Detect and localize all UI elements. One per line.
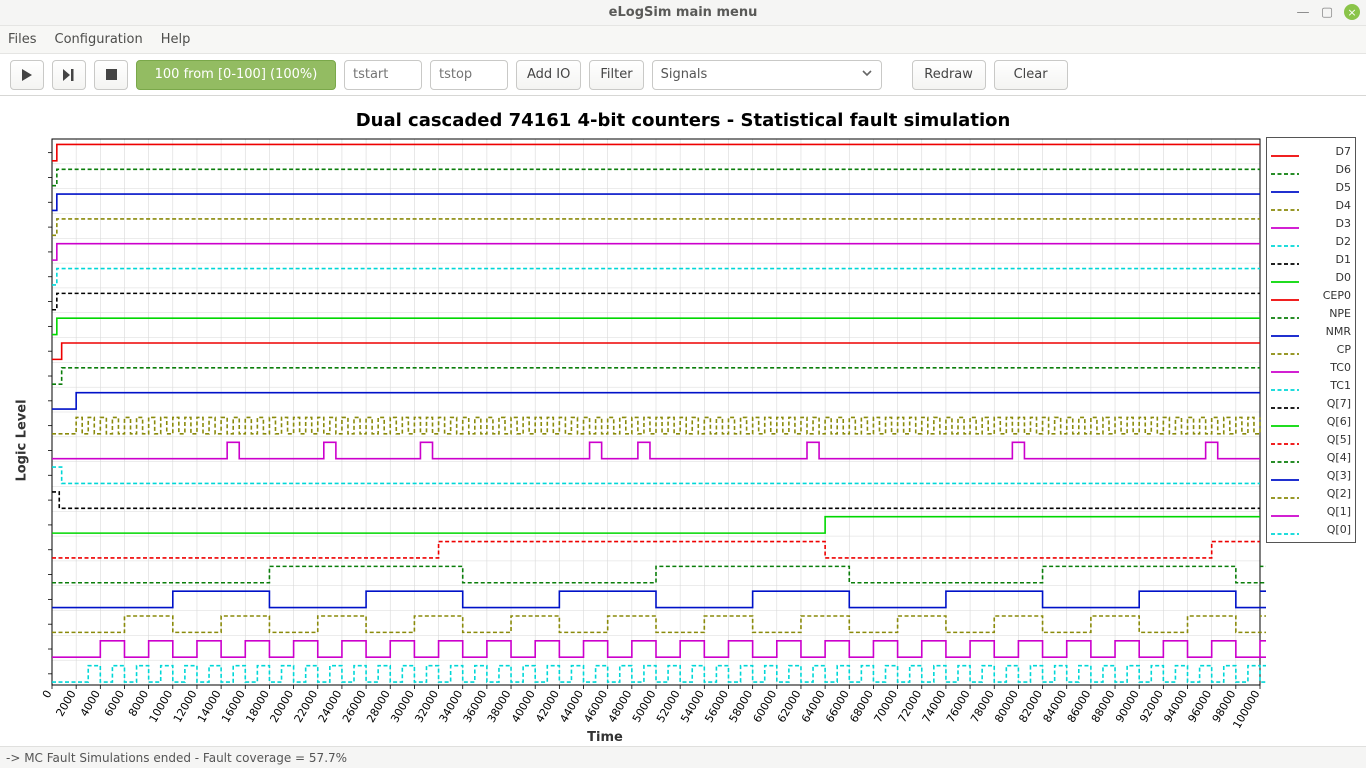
legend-label: Q[2] (1301, 487, 1351, 500)
legend-item: Q[4] (1271, 448, 1351, 466)
add-io-button[interactable]: Add IO (516, 60, 581, 90)
legend-item: Q[0] (1271, 520, 1351, 538)
menubar: Files Configuration Help (0, 26, 1366, 54)
toolbar: 100 from [0-100] (100%) Add IO Filter Si… (0, 54, 1366, 96)
legend-item: Q[7] (1271, 394, 1351, 412)
legend-item: D1 (1271, 250, 1351, 268)
legend-label: Q[0] (1301, 523, 1351, 536)
signals-selected: Signals (661, 67, 708, 82)
legend-item: Q[6] (1271, 412, 1351, 430)
statusbar: -> MC Fault Simulations ended - Fault co… (0, 746, 1366, 768)
legend-label: D4 (1301, 199, 1351, 212)
clear-label: Clear (1014, 67, 1048, 82)
menu-files[interactable]: Files (8, 32, 37, 47)
legend-item: Q[1] (1271, 502, 1351, 520)
redraw-button[interactable]: Redraw (912, 60, 986, 90)
x-axis-label: Time (34, 730, 1176, 745)
legend-item: Q[3] (1271, 466, 1351, 484)
legend-item: D7 (1271, 142, 1351, 160)
svg-text:6000: 6000 (102, 688, 127, 719)
legend-label: NMR (1301, 325, 1351, 338)
legend-item: CEP0 (1271, 286, 1351, 304)
legend-label: D6 (1301, 163, 1351, 176)
legend-item: D6 (1271, 160, 1351, 178)
legend-item: TC1 (1271, 376, 1351, 394)
content-area: Dual cascaded 74161 4-bit counters - Sta… (0, 96, 1366, 746)
add-io-label: Add IO (527, 67, 570, 82)
legend-item: NMR (1271, 322, 1351, 340)
legend-item: CP (1271, 340, 1351, 358)
titlebar: eLogSim main menu — ▢ × (0, 0, 1366, 26)
redraw-label: Redraw (924, 67, 973, 82)
progress-bar: 100 from [0-100] (100%) (136, 60, 336, 90)
legend: D7 D6 D5 D4 D3 D2 D1 D0 CEP0 NPE NMR CP TC0 TC1 Q[7] Q[… (1266, 137, 1356, 543)
legend-item: D4 (1271, 196, 1351, 214)
filter-label: Filter (600, 67, 632, 82)
legend-item: TC0 (1271, 358, 1351, 376)
legend-label: Q[4] (1301, 451, 1351, 464)
chevron-down-icon (861, 67, 873, 83)
y-axis-label: Logic Level (15, 399, 30, 481)
legend-label: Q[5] (1301, 433, 1351, 446)
legend-label: CP (1301, 343, 1351, 356)
legend-label: Q[6] (1301, 415, 1351, 428)
legend-label: Q[1] (1301, 505, 1351, 518)
svg-text:0: 0 (40, 688, 55, 701)
legend-item: D2 (1271, 232, 1351, 250)
legend-label: NPE (1301, 307, 1351, 320)
minimize-icon[interactable]: — (1296, 5, 1310, 19)
tstop-input[interactable] (439, 67, 499, 82)
legend-item: D0 (1271, 268, 1351, 286)
close-icon[interactable]: × (1344, 4, 1360, 20)
chart: Logic Level 0200040006000800010000120001… (10, 137, 1266, 743)
svg-text:2000: 2000 (53, 688, 78, 719)
legend-label: D0 (1301, 271, 1351, 284)
legend-label: TC0 (1301, 361, 1351, 374)
legend-label: D1 (1301, 253, 1351, 266)
legend-label: D3 (1301, 217, 1351, 230)
window-controls: — ▢ × (1296, 4, 1360, 20)
legend-label: TC1 (1301, 379, 1351, 392)
step-icon (62, 69, 76, 81)
legend-label: D7 (1301, 145, 1351, 158)
status-text: -> MC Fault Simulations ended - Fault co… (6, 751, 347, 765)
menu-configuration[interactable]: Configuration (55, 32, 143, 47)
legend-label: Q[7] (1301, 397, 1351, 410)
play-icon (21, 69, 33, 81)
step-button[interactable] (52, 60, 86, 90)
stop-button[interactable] (94, 60, 128, 90)
legend-label: D5 (1301, 181, 1351, 194)
signals-dropdown[interactable]: Signals (652, 60, 882, 90)
progress-label: 100 from [0-100] (100%) (155, 67, 318, 82)
clear-button[interactable]: Clear (994, 60, 1068, 90)
legend-item: NPE (1271, 304, 1351, 322)
tstart-field[interactable] (344, 60, 422, 90)
svg-text:8000: 8000 (126, 688, 151, 719)
window-title: eLogSim main menu (609, 5, 758, 20)
play-button[interactable] (10, 60, 44, 90)
tstart-input[interactable] (353, 67, 413, 82)
legend-label: CEP0 (1301, 289, 1351, 302)
filter-button[interactable]: Filter (589, 60, 643, 90)
legend-item: D3 (1271, 214, 1351, 232)
legend-label: Q[3] (1301, 469, 1351, 482)
menu-help[interactable]: Help (161, 32, 191, 47)
tstop-field[interactable] (430, 60, 508, 90)
svg-text:4000: 4000 (78, 688, 103, 719)
legend-item: Q[2] (1271, 484, 1351, 502)
legend-item: Q[5] (1271, 430, 1351, 448)
stop-icon (106, 69, 117, 80)
chart-title: Dual cascaded 74161 4-bit counters - Sta… (10, 110, 1356, 131)
legend-item: D5 (1271, 178, 1351, 196)
maximize-icon[interactable]: ▢ (1320, 5, 1334, 19)
chart-svg: 0200040006000800010000120001400016000180… (34, 137, 1266, 743)
legend-label: D2 (1301, 235, 1351, 248)
